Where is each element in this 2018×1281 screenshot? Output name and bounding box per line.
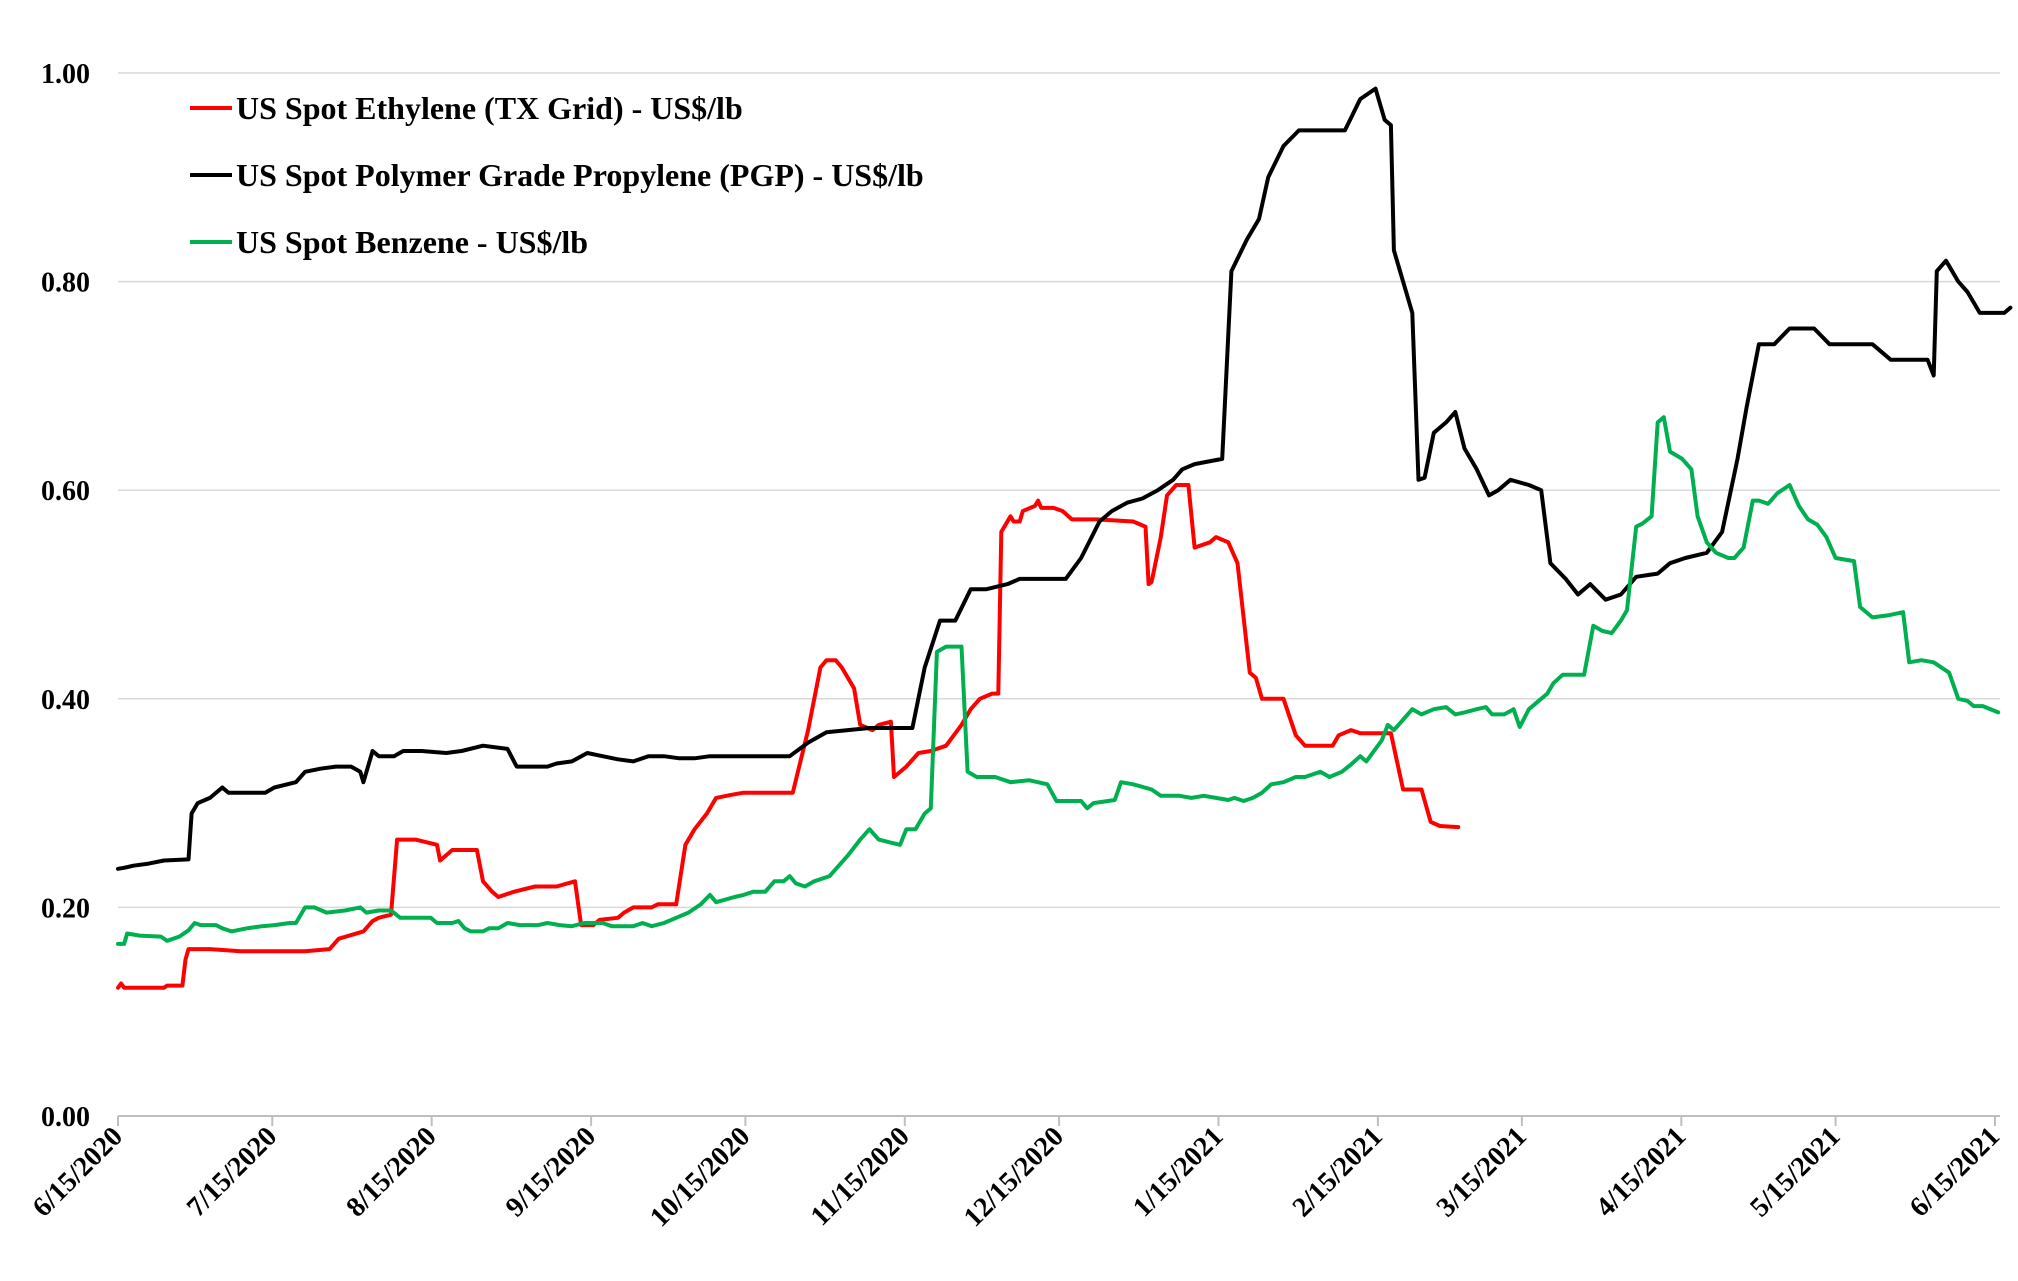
y-tick-label: 0.20 bbox=[41, 893, 90, 924]
legend-label: US Spot Polymer Grade Propylene (PGP) - … bbox=[236, 157, 924, 193]
series-lines bbox=[116, 86, 2013, 990]
gridlines bbox=[118, 72, 2000, 909]
y-tick-label: 0.60 bbox=[41, 476, 90, 507]
legend: US Spot Ethylene (TX Grid) - US$/lb US Sp… bbox=[190, 90, 924, 260]
y-tick-label: 0.80 bbox=[41, 268, 90, 299]
series-line-1 bbox=[116, 86, 2013, 871]
y-tick-label: 0.00 bbox=[41, 1102, 90, 1133]
legend-label: US Spot Benzene - US$/lb bbox=[236, 224, 588, 260]
series-line-2 bbox=[116, 415, 2001, 946]
x-axis bbox=[117, 1115, 2000, 1126]
y-axis-tick-labels: 0.00 0.20 0.40 0.60 0.80 1.00 bbox=[41, 59, 90, 1133]
y-tick-label: 0.40 bbox=[41, 685, 90, 716]
legend-label: US Spot Ethylene (TX Grid) - US$/lb bbox=[236, 90, 743, 126]
series-line-0 bbox=[116, 483, 1461, 990]
y-tick-label: 1.00 bbox=[41, 59, 90, 90]
